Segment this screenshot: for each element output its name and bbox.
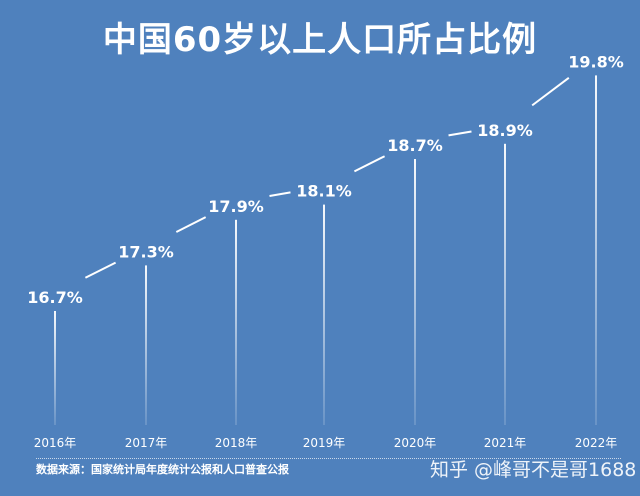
x-tick-label: 2020年	[394, 436, 437, 450]
drop-line	[323, 204, 325, 425]
drop-line	[235, 219, 237, 425]
drop-line	[145, 265, 147, 425]
drop-line	[54, 311, 56, 425]
data-label: 16.7%	[27, 288, 83, 307]
divider	[36, 458, 621, 459]
drop-line	[504, 143, 506, 426]
chart-title: 中国60岁以上人口所占比例	[102, 20, 538, 60]
x-tick-label: 2016年	[34, 436, 77, 450]
data-label: 17.9%	[208, 197, 264, 216]
x-tick-label: 2018年	[215, 436, 258, 450]
x-tick-label: 2022年	[575, 436, 618, 450]
connector-line	[448, 130, 472, 137]
watermark: 知乎 @峰哥不是哥1688	[430, 459, 637, 481]
source-note: 数据来源：国家统计局年度统计公报和人口普查公报	[36, 463, 289, 476]
connector-line	[175, 216, 207, 233]
connector-line	[531, 77, 570, 107]
connector-line	[269, 191, 291, 197]
data-label: 19.8%	[568, 52, 624, 71]
data-label: 18.1%	[296, 182, 352, 201]
connector-line	[353, 155, 386, 173]
connector-line	[84, 261, 117, 279]
data-label: 18.9%	[477, 121, 533, 140]
drop-line	[414, 159, 416, 425]
data-label: 18.7%	[387, 136, 443, 155]
x-tick-label: 2017年	[125, 436, 168, 450]
x-tick-label: 2019年	[303, 436, 346, 450]
data-label: 17.3%	[118, 242, 174, 261]
drop-line	[595, 75, 597, 426]
x-tick-label: 2021年	[484, 436, 527, 450]
